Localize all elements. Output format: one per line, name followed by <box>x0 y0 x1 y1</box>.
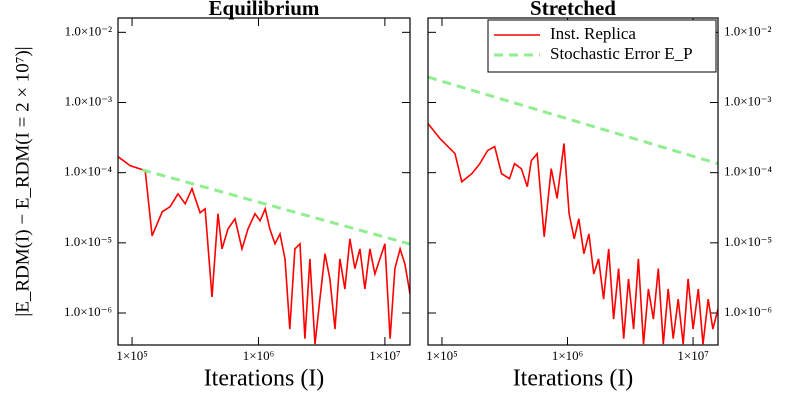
x-axis-label: Iterations (I) <box>204 366 325 392</box>
panel-title: Stretched <box>530 0 616 20</box>
y-axis-label: |E_RDM(I) − E_RDM(I = 2 × 10⁷)| <box>12 46 33 316</box>
legend-label: Inst. Replica <box>550 24 636 43</box>
y-tick-label: 1.0×10⁻³ <box>65 93 112 108</box>
series-line <box>428 75 718 166</box>
x-tick-label: 1×10⁶ <box>552 348 583 363</box>
y-tick-label: 1.0×10⁻⁵ <box>724 234 772 249</box>
y-tick-label: 1.0×10⁻⁵ <box>64 234 112 249</box>
series-line <box>141 168 410 246</box>
y-tick-label: 1.0×10⁻² <box>65 23 112 38</box>
panel-title: Equilibrium <box>209 0 320 20</box>
y-tick-label: 1.0×10⁻³ <box>724 93 771 108</box>
axes-frame <box>427 17 719 346</box>
y-tick-label: 1.0×10⁻⁶ <box>724 304 772 319</box>
y-tick-label: 1.0×10⁻⁴ <box>64 164 112 179</box>
x-tick-label: 1×10⁷ <box>369 348 400 363</box>
legend-label: Stochastic Error E_P <box>550 44 693 63</box>
y-tick-label: 1.0×10⁻² <box>724 23 771 38</box>
axes-frame <box>117 17 411 346</box>
series-line <box>118 156 410 345</box>
x-tick-label: 1×10⁶ <box>243 348 274 363</box>
x-tick-label: 1×10⁷ <box>677 348 708 363</box>
x-tick-label: 1×10⁵ <box>116 348 147 363</box>
x-axis-label: Iterations (I) <box>513 366 634 392</box>
series-line <box>428 123 718 345</box>
y-tick-label: 1.0×10⁻⁶ <box>64 304 112 319</box>
x-tick-label: 1×10⁵ <box>426 348 457 363</box>
y-tick-label: 1.0×10⁻⁴ <box>724 164 772 179</box>
legend-box <box>487 19 717 73</box>
